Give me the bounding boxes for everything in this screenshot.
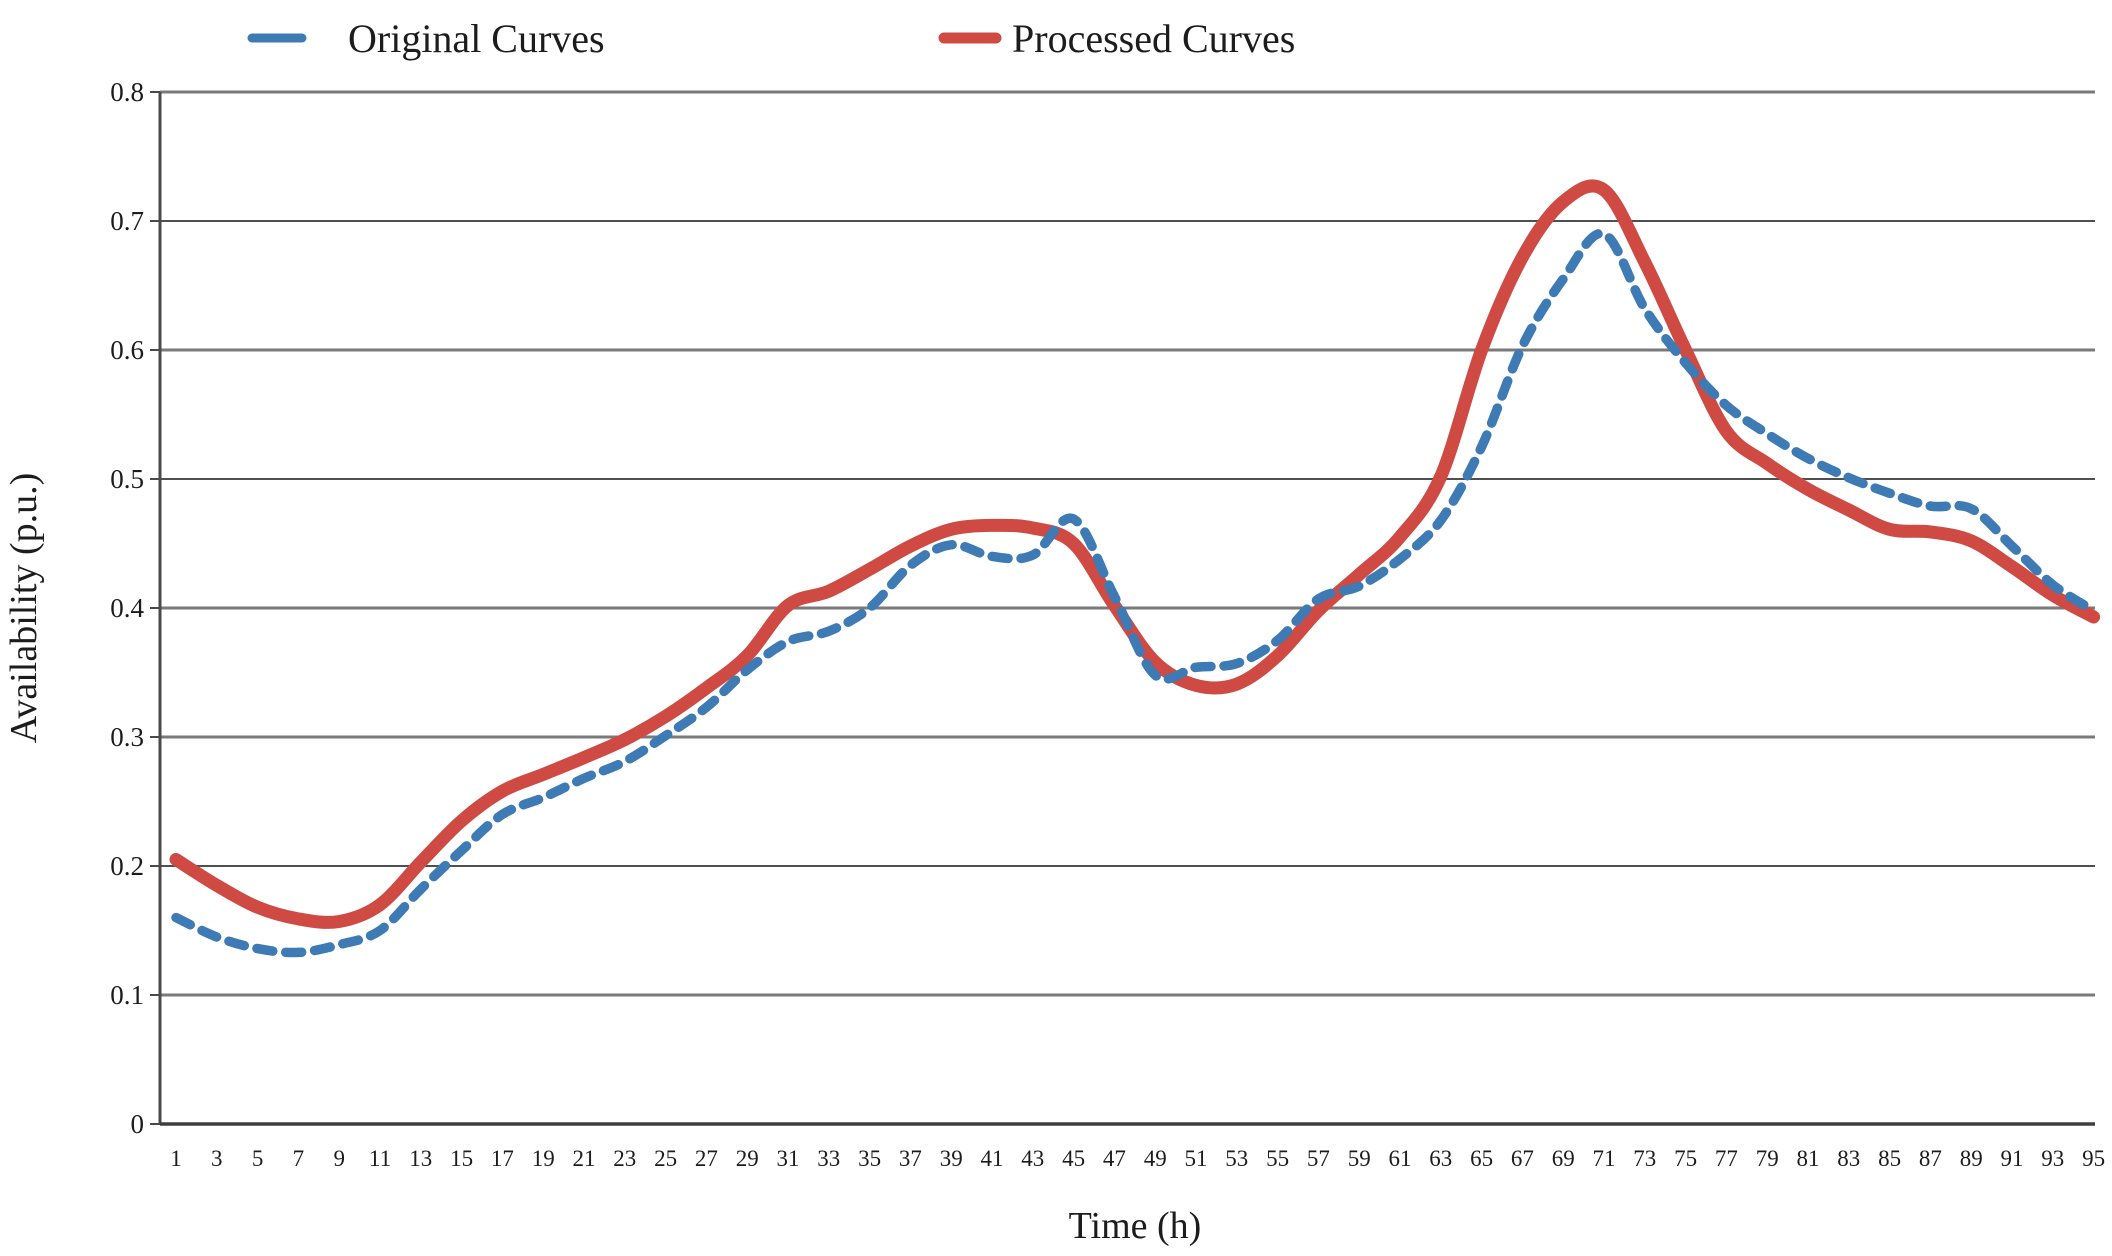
original-curves-legend-label: Original Curves [348, 16, 605, 61]
x-axis-tick-label: 49 [1144, 1146, 1167, 1171]
x-axis-tick-label: 77 [1715, 1146, 1738, 1171]
x-axis-tick-label: 43 [1021, 1146, 1044, 1171]
gridlines-layer [160, 90, 2095, 997]
axes-layer [150, 91, 2095, 1126]
y-axis-tick-label: 0.6 [110, 335, 144, 365]
processed-curves-legend-label: Processed Curves [1012, 16, 1295, 61]
x-axis-tick-label: 47 [1103, 1146, 1126, 1171]
x-axis-tick-label: 75 [1674, 1146, 1697, 1171]
x-axis-tick-label: 41 [981, 1146, 1004, 1171]
y-axis-tick-label: 0.1 [110, 980, 144, 1010]
x-axis-tick-label: 27 [695, 1146, 718, 1171]
x-axis-tick-label: 9 [333, 1146, 345, 1171]
y-axis-title: Availability (p.u.) [3, 473, 45, 744]
x-axis-tick-label: 15 [450, 1146, 473, 1171]
x-axis-tick-label: 73 [1633, 1146, 1656, 1171]
x-axis-tick-label: 89 [1960, 1146, 1983, 1171]
x-axis-tick-label: 11 [369, 1146, 391, 1171]
original-curves-line [171, 228, 2099, 958]
x-axis-tick-label: 37 [899, 1146, 922, 1171]
x-axis-tick-label: 39 [940, 1146, 963, 1171]
x-axis-tick-label: 79 [1756, 1146, 1779, 1171]
x-axis-tick-label: 13 [409, 1146, 432, 1171]
x-axis-tick-label: 35 [858, 1146, 881, 1171]
x-axis-tick-label: 5 [252, 1146, 264, 1171]
x-axis-tick-label: 95 [2082, 1146, 2105, 1171]
y-axis-tick-label: 0.5 [110, 464, 144, 494]
x-axis-tick-label: 53 [1225, 1146, 1248, 1171]
x-axis-tick-label: 69 [1552, 1146, 1575, 1171]
x-axis-tick-label: 33 [817, 1146, 840, 1171]
y-axis-tick-label: 0.4 [110, 593, 144, 623]
tick-labels-layer: 00.10.20.30.40.50.60.70.81 3 5 7 9 11 13 15 17 19… [110, 77, 2105, 1171]
series-layer [169, 179, 2101, 958]
x-axis-tick-label: 59 [1348, 1146, 1371, 1171]
x-axis-tick-label: 23 [613, 1146, 636, 1171]
legend: Original Curves Processed Curves [247, 16, 1295, 61]
x-axis-tick-label: 71 [1593, 1146, 1616, 1171]
x-axis-tick-label: 19 [532, 1146, 555, 1171]
x-axis-tick-label: 81 [1797, 1146, 1820, 1171]
x-axis-tick-label: 3 [211, 1146, 223, 1171]
x-axis-tick-label: 17 [491, 1146, 514, 1171]
x-axis-tick-label: 67 [1511, 1146, 1534, 1171]
y-axis-tick-label: 0.3 [110, 722, 144, 752]
x-axis-tick-label: 31 [777, 1146, 800, 1171]
x-axis-tick-label: 29 [736, 1146, 759, 1171]
x-axis-tick-label: 21 [573, 1146, 596, 1171]
y-axis-tick-label: 0.2 [110, 851, 144, 881]
x-axis-tick-label: 63 [1429, 1146, 1452, 1171]
x-axis-tick-label: 57 [1307, 1146, 1330, 1171]
x-axis-tick-label: 45 [1062, 1146, 1085, 1171]
x-axis-tick-label: 1 [170, 1146, 182, 1171]
y-axis-tick-label: 0 [131, 1109, 145, 1139]
y-axis-tick-label: 0.8 [110, 77, 144, 107]
x-axis-tick-label: 25 [654, 1146, 677, 1171]
x-axis-tick-label: 93 [2041, 1146, 2064, 1171]
x-axis-tick-label: 61 [1389, 1146, 1412, 1171]
y-axis-tick-label: 0.7 [110, 206, 144, 236]
x-axis-tick-label: 65 [1470, 1146, 1493, 1171]
x-axis-tick-label: 85 [1878, 1146, 1901, 1171]
x-axis-tick-label: 83 [1837, 1146, 1860, 1171]
x-axis-tick-label: 55 [1266, 1146, 1289, 1171]
x-axis-tick-label: 87 [1919, 1146, 1942, 1171]
processed-curves-line [169, 179, 2101, 929]
x-axis-tick-label: 7 [293, 1146, 305, 1171]
x-axis-tick-label: 51 [1185, 1146, 1208, 1171]
x-axis-tick-label: 91 [2001, 1146, 2024, 1171]
x-axis-title: Time (h) [1069, 1205, 1202, 1247]
